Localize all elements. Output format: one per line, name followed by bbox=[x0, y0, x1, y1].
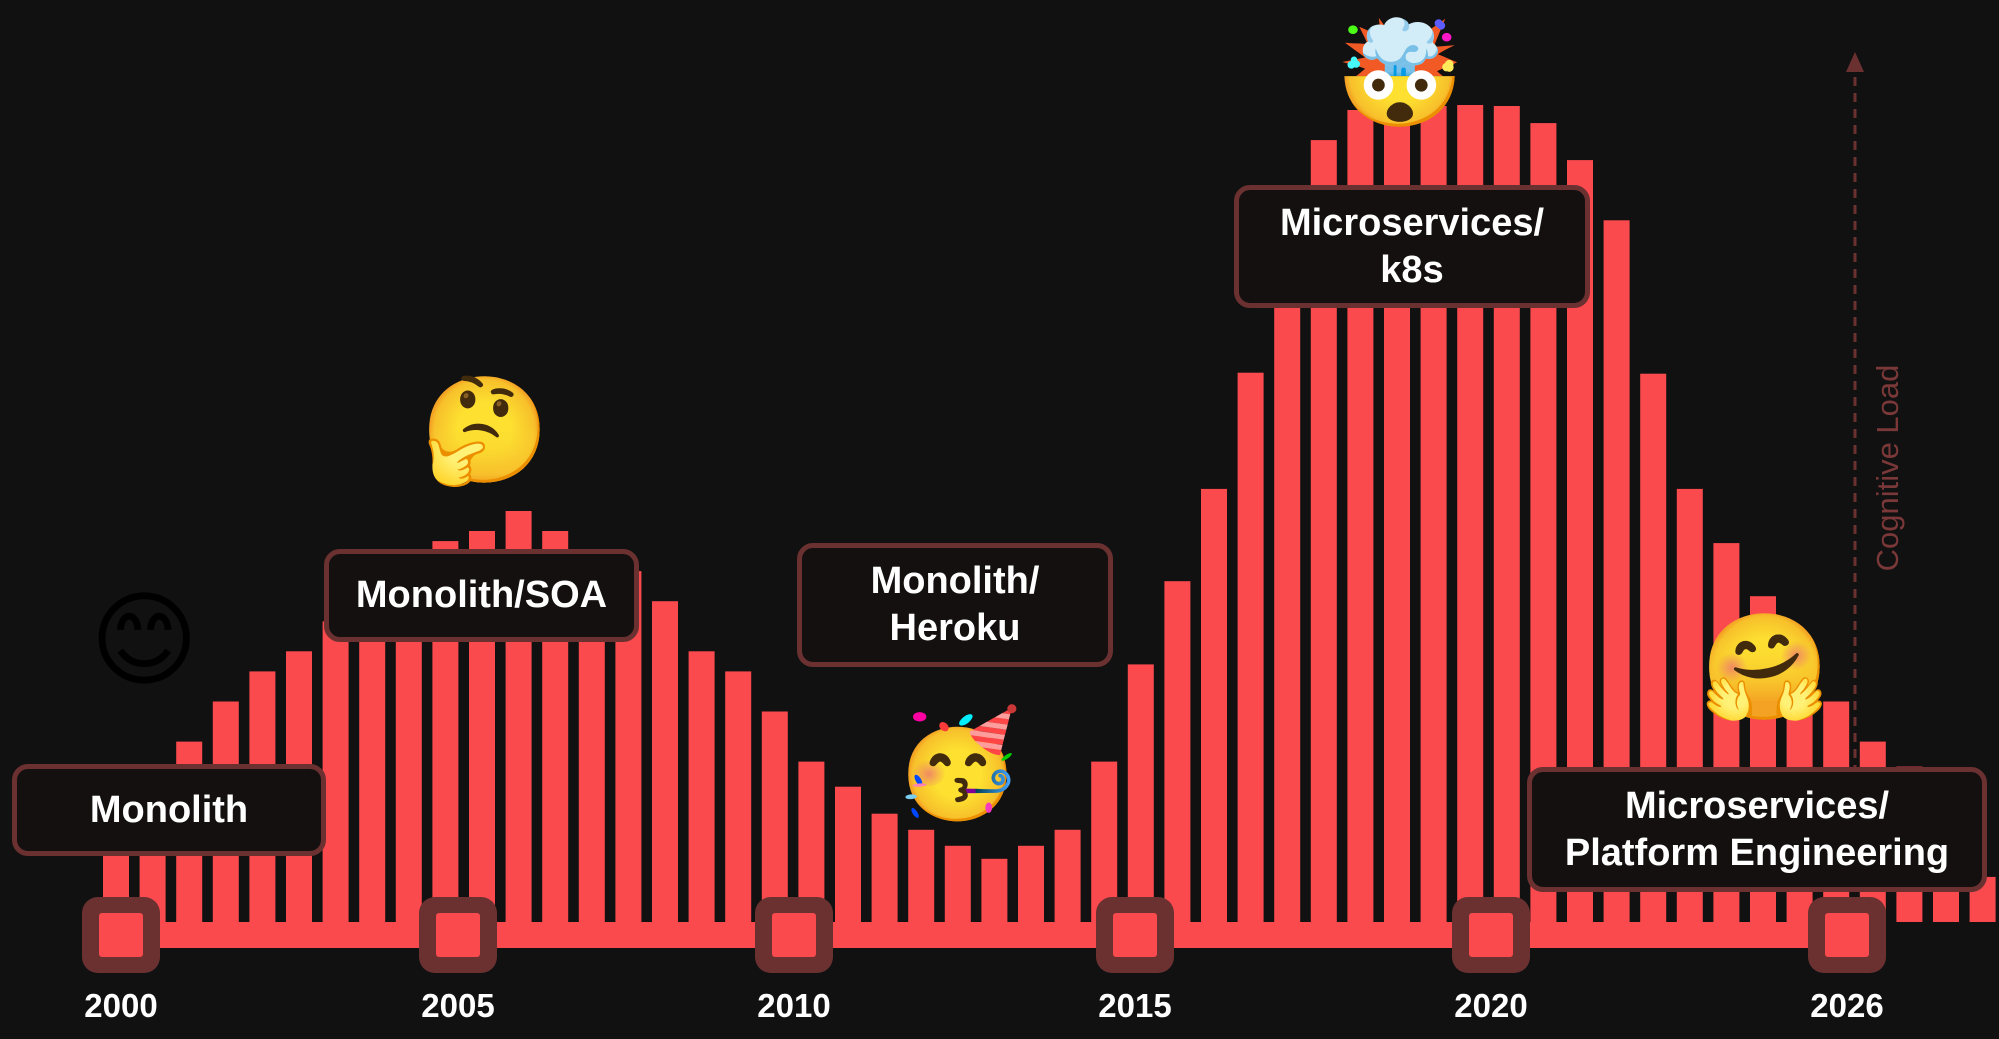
bar-2015.5 bbox=[1237, 372, 1264, 922]
annotation-microservices-platform-line-1: Microservices/ bbox=[1624, 784, 1890, 827]
y-axis-label: Cognitive Load bbox=[1870, 364, 1905, 572]
tick-label-2020: 2020 bbox=[1454, 987, 1528, 1024]
annotation-microservices-platform: Microservices/ Platform Engineering bbox=[1527, 767, 1987, 892]
bar-2010.5 bbox=[871, 813, 898, 922]
bar-2012.5 bbox=[1018, 845, 1044, 922]
thinking-face-icon: 🤔 bbox=[420, 369, 550, 491]
tick-marker-inner-2026 bbox=[1825, 913, 1869, 957]
annotation-monolith: Monolith bbox=[12, 764, 326, 856]
bar-2009.5 bbox=[798, 761, 825, 922]
bar-2014 bbox=[1127, 664, 1154, 922]
annotation-monolith-heroku: Monolith/ Heroku bbox=[797, 543, 1113, 667]
bar-2003 bbox=[322, 621, 349, 922]
bar-2008 bbox=[688, 651, 715, 922]
exploding-head-icon: 🤯 bbox=[1335, 13, 1465, 135]
bar-2015 bbox=[1201, 488, 1227, 922]
bar-2012 bbox=[981, 858, 1008, 922]
bar-2011 bbox=[908, 829, 935, 922]
tick-label-2015: 2015 bbox=[1098, 987, 1172, 1024]
partying-face-icon: 🥳 bbox=[893, 702, 1023, 824]
bar-2008.5 bbox=[725, 671, 752, 922]
annotation-monolith-line-1: Monolith bbox=[89, 788, 249, 831]
bar-2013.5 bbox=[1091, 761, 1118, 922]
annotation-monolith-soa-line-1: Monolith/SOA bbox=[355, 574, 608, 616]
bar-2014.5 bbox=[1164, 581, 1191, 922]
tick-marker-inner-2015 bbox=[1113, 913, 1157, 957]
annotation-monolith-soa: Monolith/SOA bbox=[324, 549, 639, 642]
tick-label-2026: 2026 bbox=[1810, 987, 1884, 1024]
y-axis-arrow-head bbox=[1846, 52, 1864, 72]
annotation-microservices-k8s-line-1: Microservices/ bbox=[1279, 201, 1545, 244]
bar-2009 bbox=[761, 711, 788, 922]
tick-marker-inner-2000 bbox=[99, 913, 143, 957]
tick-label-2000: 2000 bbox=[84, 987, 158, 1024]
bar-2007.5 bbox=[652, 601, 678, 922]
timeline-axis bbox=[121, 922, 1847, 948]
tick-marker-inner-2020 bbox=[1469, 913, 1513, 957]
tick-marker-inner-2005 bbox=[436, 913, 480, 957]
tick-label-2005: 2005 bbox=[421, 987, 495, 1024]
annotation-microservices-k8s-line-2: k8s bbox=[1380, 248, 1444, 291]
bar-2011.5 bbox=[944, 845, 971, 922]
tick-marker-inner-2010 bbox=[772, 913, 816, 957]
bar-2013 bbox=[1054, 829, 1081, 922]
smiling-face-icon: 😊 bbox=[90, 579, 199, 701]
tick-label-2010: 2010 bbox=[757, 987, 831, 1024]
annotation-microservices-k8s: Microservices/ k8s bbox=[1234, 185, 1590, 308]
bar-2010 bbox=[835, 786, 861, 922]
annotation-monolith-heroku-line-2: Heroku bbox=[889, 607, 1021, 649]
hugging-face-icon: 🤗 bbox=[1700, 606, 1830, 728]
bar-2016 bbox=[1274, 260, 1301, 922]
annotation-microservices-platform-line-2: Platform Engineering bbox=[1564, 831, 1950, 874]
annotation-monolith-heroku-line-1: Monolith/ bbox=[870, 560, 1040, 602]
